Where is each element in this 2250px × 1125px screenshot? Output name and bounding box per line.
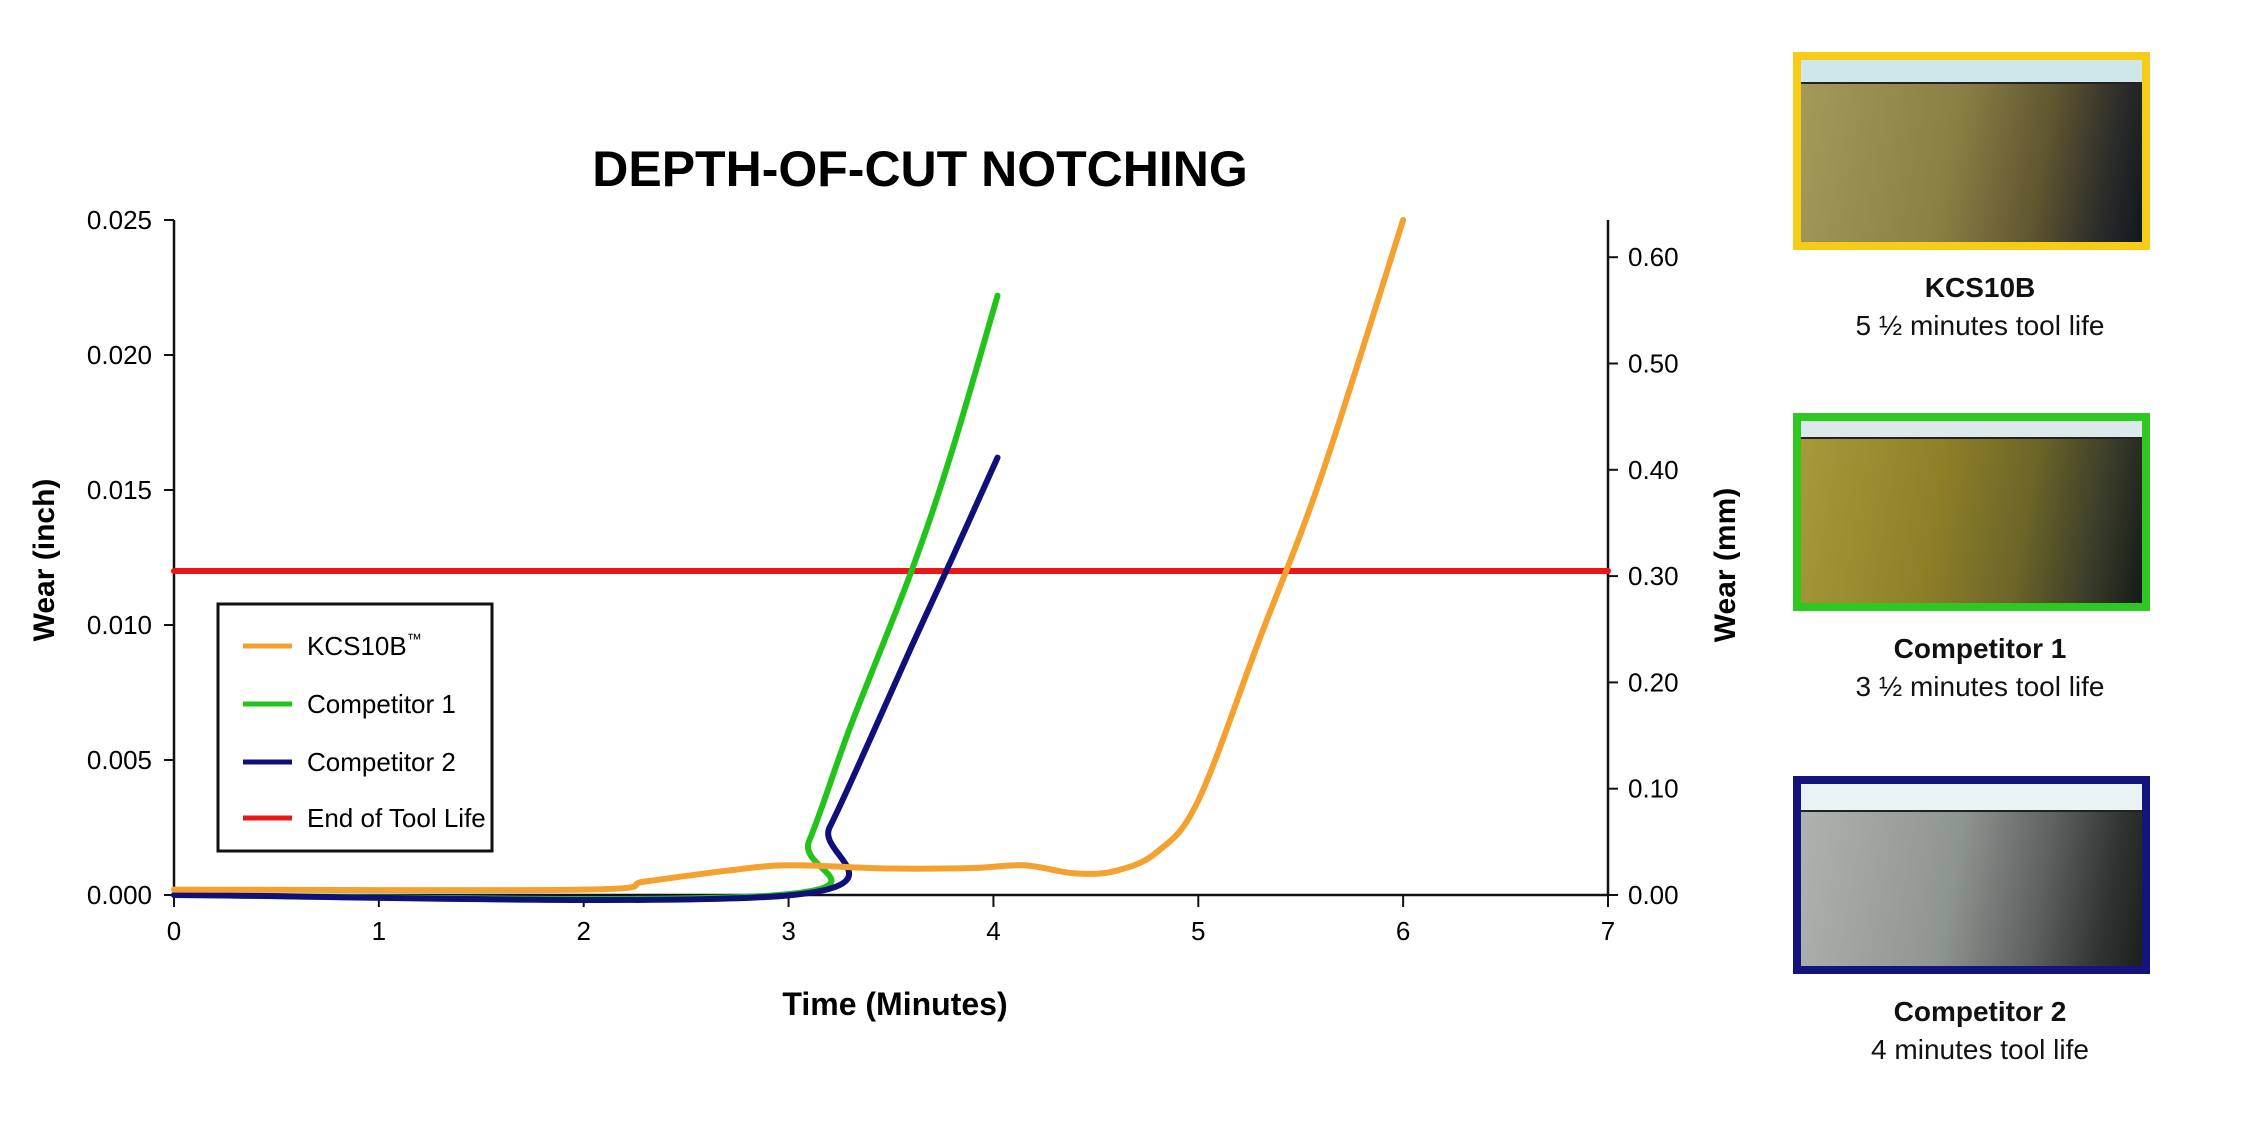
- y-tick-label: 0.020: [87, 340, 152, 370]
- wear-photo-kcs10b: [1793, 52, 2150, 250]
- photo-competitor-1: Competitor 1 3 ½ minutes tool life: [1780, 413, 2180, 707]
- series-line-competitor-2: [171, 454, 1001, 903]
- legend: KCS10B™ Competitor 1 Competitor 2 End of To…: [216, 602, 494, 853]
- photo-subtitle: 5 ½ minutes tool life: [1855, 310, 2105, 341]
- x-tick-label: 4: [986, 916, 1000, 946]
- x-axis-label: Time (Minutes): [782, 986, 1007, 1022]
- y-tick-label: 0.005: [87, 745, 152, 775]
- x-tick-label: 6: [1396, 916, 1410, 946]
- y2-tick-label: 0.50: [1628, 349, 1679, 379]
- legend-label: Competitor 1: [307, 689, 456, 719]
- legend-trademark: ™: [407, 631, 422, 648]
- y-tick-label: 0.000: [87, 880, 152, 910]
- y2-tick-label: 0.40: [1628, 455, 1679, 485]
- photo-subtitle: 4 minutes tool life: [1871, 1034, 2089, 1065]
- y-tick-label: 0.015: [87, 475, 152, 505]
- x-tick-label: 7: [1601, 916, 1615, 946]
- y2-tick-label: 0.00: [1628, 880, 1679, 910]
- wear-photo-competitor-2: [1793, 776, 2150, 974]
- chart-title: DEPTH-OF-CUT NOTCHING: [592, 141, 1248, 197]
- photo-subtitle: 3 ½ minutes tool life: [1855, 671, 2105, 702]
- photo-title: Competitor 1: [1893, 633, 2067, 664]
- y2-tick-label: 0.10: [1628, 774, 1679, 804]
- series-layer: [171, 217, 1611, 903]
- wear-photo-competitor-1: [1793, 413, 2150, 611]
- y-axis-label: Wear (inch): [28, 479, 61, 642]
- photo-title: Competitor 2: [1893, 996, 2067, 1027]
- series-line-kcs10b: [171, 217, 1407, 894]
- x-tick-label: 2: [576, 916, 590, 946]
- photo-competitor-2: Competitor 2 4 minutes tool life: [1780, 776, 2180, 1070]
- y2-tick-label: 0.20: [1628, 667, 1679, 697]
- legend-label: Competitor 2: [307, 747, 456, 777]
- x-tick-label: 0: [167, 916, 181, 946]
- y-tick-label: 0.010: [87, 610, 152, 640]
- photo-kcs10b: KCS10B 5 ½ minutes tool life: [1780, 52, 2180, 346]
- x-tick-label: 1: [372, 916, 386, 946]
- x-tick-label: 5: [1191, 916, 1205, 946]
- legend-label: End of Tool Life: [307, 803, 486, 833]
- y-tick-label: 0.025: [87, 205, 152, 235]
- legend-box: [216, 602, 494, 853]
- axes: 0 1 2 3 4 5 6 7 0.000 0.005 0.010 0.015 0.020 0.025 0.…: [87, 205, 1679, 946]
- y2-tick-label: 0.60: [1628, 242, 1679, 272]
- y2-tick-label: 0.30: [1628, 561, 1679, 591]
- x-tick-label: 3: [781, 916, 795, 946]
- legend-label: KCS10B™: [307, 631, 422, 661]
- y2-axis-label: Wear (mm): [1709, 488, 1740, 642]
- wear-chart: DEPTH-OF-CUT NOTCHING 0 1 2 3 4 5 6 7 0.000 0.005…: [28, 141, 1740, 1022]
- photo-title: KCS10B: [1924, 272, 2036, 303]
